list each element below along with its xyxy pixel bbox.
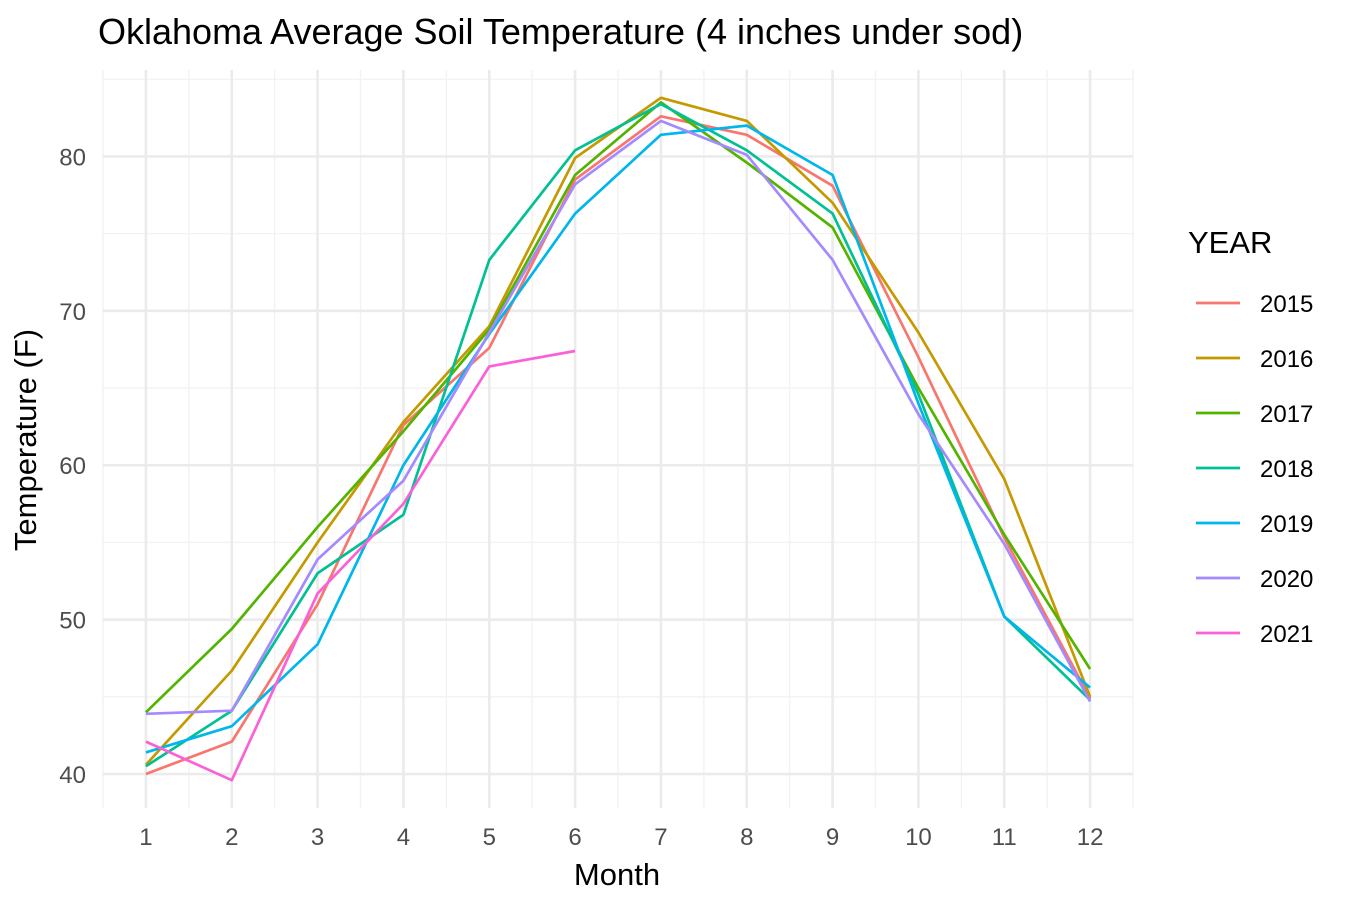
legend-label-2016: 2016 bbox=[1260, 346, 1313, 373]
legend-item-2020: 2020 bbox=[1196, 566, 1313, 593]
y-tick-label: 60 bbox=[59, 453, 86, 480]
series-line-2018 bbox=[145, 102, 1092, 768]
series-line-2017 bbox=[144, 101, 1092, 714]
legend: YEAR 2015 2016 2017 2018 2019 2020 2021 bbox=[1188, 225, 1313, 648]
x-tick-label: 10 bbox=[905, 824, 932, 851]
x-tick-label: 4 bbox=[397, 824, 410, 851]
x-tick-label: 9 bbox=[826, 824, 839, 851]
legend-item-2019: 2019 bbox=[1196, 511, 1313, 538]
x-tick-label: 5 bbox=[483, 824, 496, 851]
series-line-2020 bbox=[145, 119, 1092, 716]
legend-item-2018: 2018 bbox=[1196, 456, 1313, 483]
x-tick-label: 2 bbox=[225, 824, 238, 851]
legend-item-2016: 2016 bbox=[1196, 346, 1313, 373]
y-tick-label: 80 bbox=[59, 144, 86, 171]
legend-label-2021: 2021 bbox=[1260, 621, 1313, 648]
legend-title: YEAR bbox=[1188, 225, 1272, 260]
legend-item-2015: 2015 bbox=[1196, 291, 1313, 318]
legend-label-2019: 2019 bbox=[1260, 511, 1313, 538]
x-tick-label: 6 bbox=[568, 824, 581, 851]
series-line-2019 bbox=[145, 124, 1091, 754]
y-tick-label: 50 bbox=[59, 608, 86, 635]
legend-label-2017: 2017 bbox=[1260, 401, 1313, 428]
legend-label-2018: 2018 bbox=[1260, 456, 1313, 483]
x-tick-label: 1 bbox=[139, 824, 152, 851]
y-tick-label: 70 bbox=[59, 299, 86, 326]
y-axis-ticks: 40 50 60 70 80 bbox=[59, 144, 86, 789]
x-tick-label: 12 bbox=[1077, 824, 1104, 851]
legend-label-2020: 2020 bbox=[1260, 566, 1313, 593]
chart-title: Oklahoma Average Soil Temperature (4 inc… bbox=[98, 11, 1023, 52]
legend-items: 2015 2016 2017 2018 2019 2020 2021 bbox=[1196, 291, 1313, 648]
x-axis-title: Month bbox=[574, 857, 660, 892]
x-tick-label: 8 bbox=[740, 824, 753, 851]
legend-label-2015: 2015 bbox=[1260, 291, 1313, 318]
x-tick-label: 11 bbox=[992, 824, 1017, 851]
series-lines bbox=[144, 96, 1092, 782]
x-tick-label: 7 bbox=[654, 824, 667, 851]
legend-item-2021: 2021 bbox=[1196, 621, 1313, 648]
major-gridlines bbox=[103, 70, 1133, 808]
series-line-2021 bbox=[145, 349, 576, 782]
y-axis-title: Temperature (F) bbox=[8, 329, 43, 551]
x-tick-label: 3 bbox=[311, 824, 324, 851]
legend-item-2017: 2017 bbox=[1196, 401, 1313, 428]
x-axis-ticks: 1 2 3 4 5 6 7 8 9 10 11 12 bbox=[139, 824, 1103, 851]
minor-gridlines bbox=[102, 70, 1134, 808]
y-tick-label: 40 bbox=[59, 762, 86, 789]
